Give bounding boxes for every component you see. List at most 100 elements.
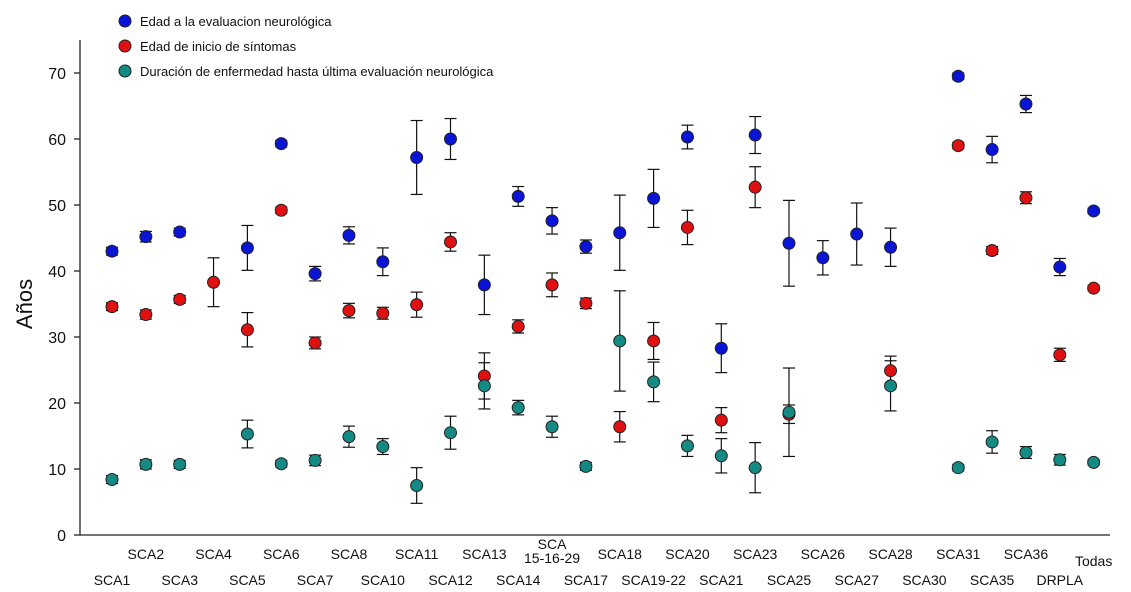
category-label: SCA19-22 <box>621 572 686 588</box>
y-tick-label: 30 <box>48 330 66 347</box>
data-point <box>884 379 898 393</box>
data-point <box>579 240 593 254</box>
data-point <box>444 426 457 440</box>
y-tick-label: 70 <box>48 66 66 83</box>
data-point <box>714 413 728 427</box>
data-point <box>884 240 898 254</box>
data-point <box>782 236 796 250</box>
data-point <box>545 214 559 228</box>
category-label: SCA13 <box>462 546 507 562</box>
data-point <box>139 308 153 322</box>
data-point <box>376 440 390 454</box>
category-label: SCA14 <box>496 572 541 588</box>
y-tick-label: 0 <box>57 528 66 545</box>
data-point <box>1087 281 1101 295</box>
data-point <box>410 479 424 492</box>
data-point <box>477 278 491 292</box>
data-point <box>647 334 661 348</box>
data-point <box>139 230 153 244</box>
legend: Edad a la evaluacion neurológica Edad de … <box>118 14 494 79</box>
data-point <box>308 453 322 467</box>
category-label: DRPLA <box>1036 572 1083 588</box>
data-point <box>714 341 728 355</box>
data-point <box>613 226 627 240</box>
data-point <box>951 461 965 475</box>
category-labels-layer: SCA1 SCA2 SCA3 SCA4 SCA5 SCA6 SCA7 SCA8 SCA10 SCA… <box>94 536 1113 588</box>
data-point <box>342 228 356 242</box>
data-point <box>105 473 119 487</box>
category-label: SCA4 <box>195 546 232 562</box>
points-layer <box>105 69 1101 492</box>
category-label: SCA35 <box>970 572 1015 588</box>
data-point <box>714 449 728 463</box>
data-point <box>613 420 627 434</box>
data-point <box>207 275 221 289</box>
data-point <box>240 323 254 337</box>
legend-label: Duración de enfermedad hasta última eval… <box>140 64 494 79</box>
category-label: 15-16-29 <box>524 550 580 566</box>
data-point <box>1053 260 1067 274</box>
data-point <box>342 304 356 318</box>
y-tick-label: 40 <box>48 264 66 281</box>
category-label: SCA30 <box>902 572 947 588</box>
data-point <box>1053 453 1067 467</box>
data-point <box>173 292 187 306</box>
data-point <box>985 143 999 157</box>
data-point <box>1053 348 1067 362</box>
category-label: SCA <box>538 536 567 552</box>
data-point <box>240 241 254 255</box>
data-point <box>240 427 254 441</box>
data-point <box>884 364 898 378</box>
y-tick-label: 50 <box>48 198 66 215</box>
axis-layer: 0 10 20 30 40 50 60 70 Años <box>12 40 1110 545</box>
category-label: SCA25 <box>767 572 812 588</box>
data-point <box>680 130 694 144</box>
data-point <box>985 244 999 258</box>
legend-marker <box>118 39 132 53</box>
data-point <box>410 298 424 312</box>
data-point <box>816 251 830 265</box>
data-point <box>1019 191 1033 205</box>
data-point <box>782 405 796 419</box>
data-point <box>511 319 525 333</box>
data-point <box>1019 446 1033 459</box>
data-point <box>748 128 762 142</box>
category-label: SCA36 <box>1004 546 1049 562</box>
data-point <box>951 69 965 83</box>
data-point <box>985 435 999 449</box>
category-label: SCA31 <box>936 546 981 562</box>
data-point <box>173 457 187 471</box>
category-label: SCA6 <box>263 546 300 562</box>
y-axis-title: Años <box>12 279 37 329</box>
category-label: Todas <box>1075 553 1112 569</box>
data-point <box>579 296 593 310</box>
legend-label: Edad de inicio de síntomas <box>140 39 297 54</box>
data-point <box>748 180 762 194</box>
data-point <box>647 375 661 389</box>
data-point <box>511 401 525 415</box>
category-label: SCA17 <box>564 572 609 588</box>
data-point <box>748 461 762 475</box>
data-point <box>545 420 559 434</box>
data-point <box>579 459 593 473</box>
data-point <box>308 267 322 281</box>
data-point <box>850 227 864 241</box>
data-point <box>511 189 525 203</box>
category-label: SCA23 <box>733 546 778 562</box>
data-point <box>342 430 356 444</box>
data-point <box>1019 97 1033 111</box>
data-point <box>444 132 457 146</box>
data-point <box>444 235 457 249</box>
data-point <box>545 278 559 292</box>
category-label: SCA12 <box>428 572 473 588</box>
legend-marker <box>118 14 132 28</box>
category-label: SCA26 <box>801 546 846 562</box>
data-point <box>139 457 153 471</box>
legend-marker <box>118 64 132 78</box>
category-label: SCA8 <box>331 546 368 562</box>
data-point <box>477 379 491 393</box>
category-label: SCA21 <box>699 572 744 588</box>
data-point <box>274 457 288 471</box>
error-bars-layer <box>106 72 1100 504</box>
